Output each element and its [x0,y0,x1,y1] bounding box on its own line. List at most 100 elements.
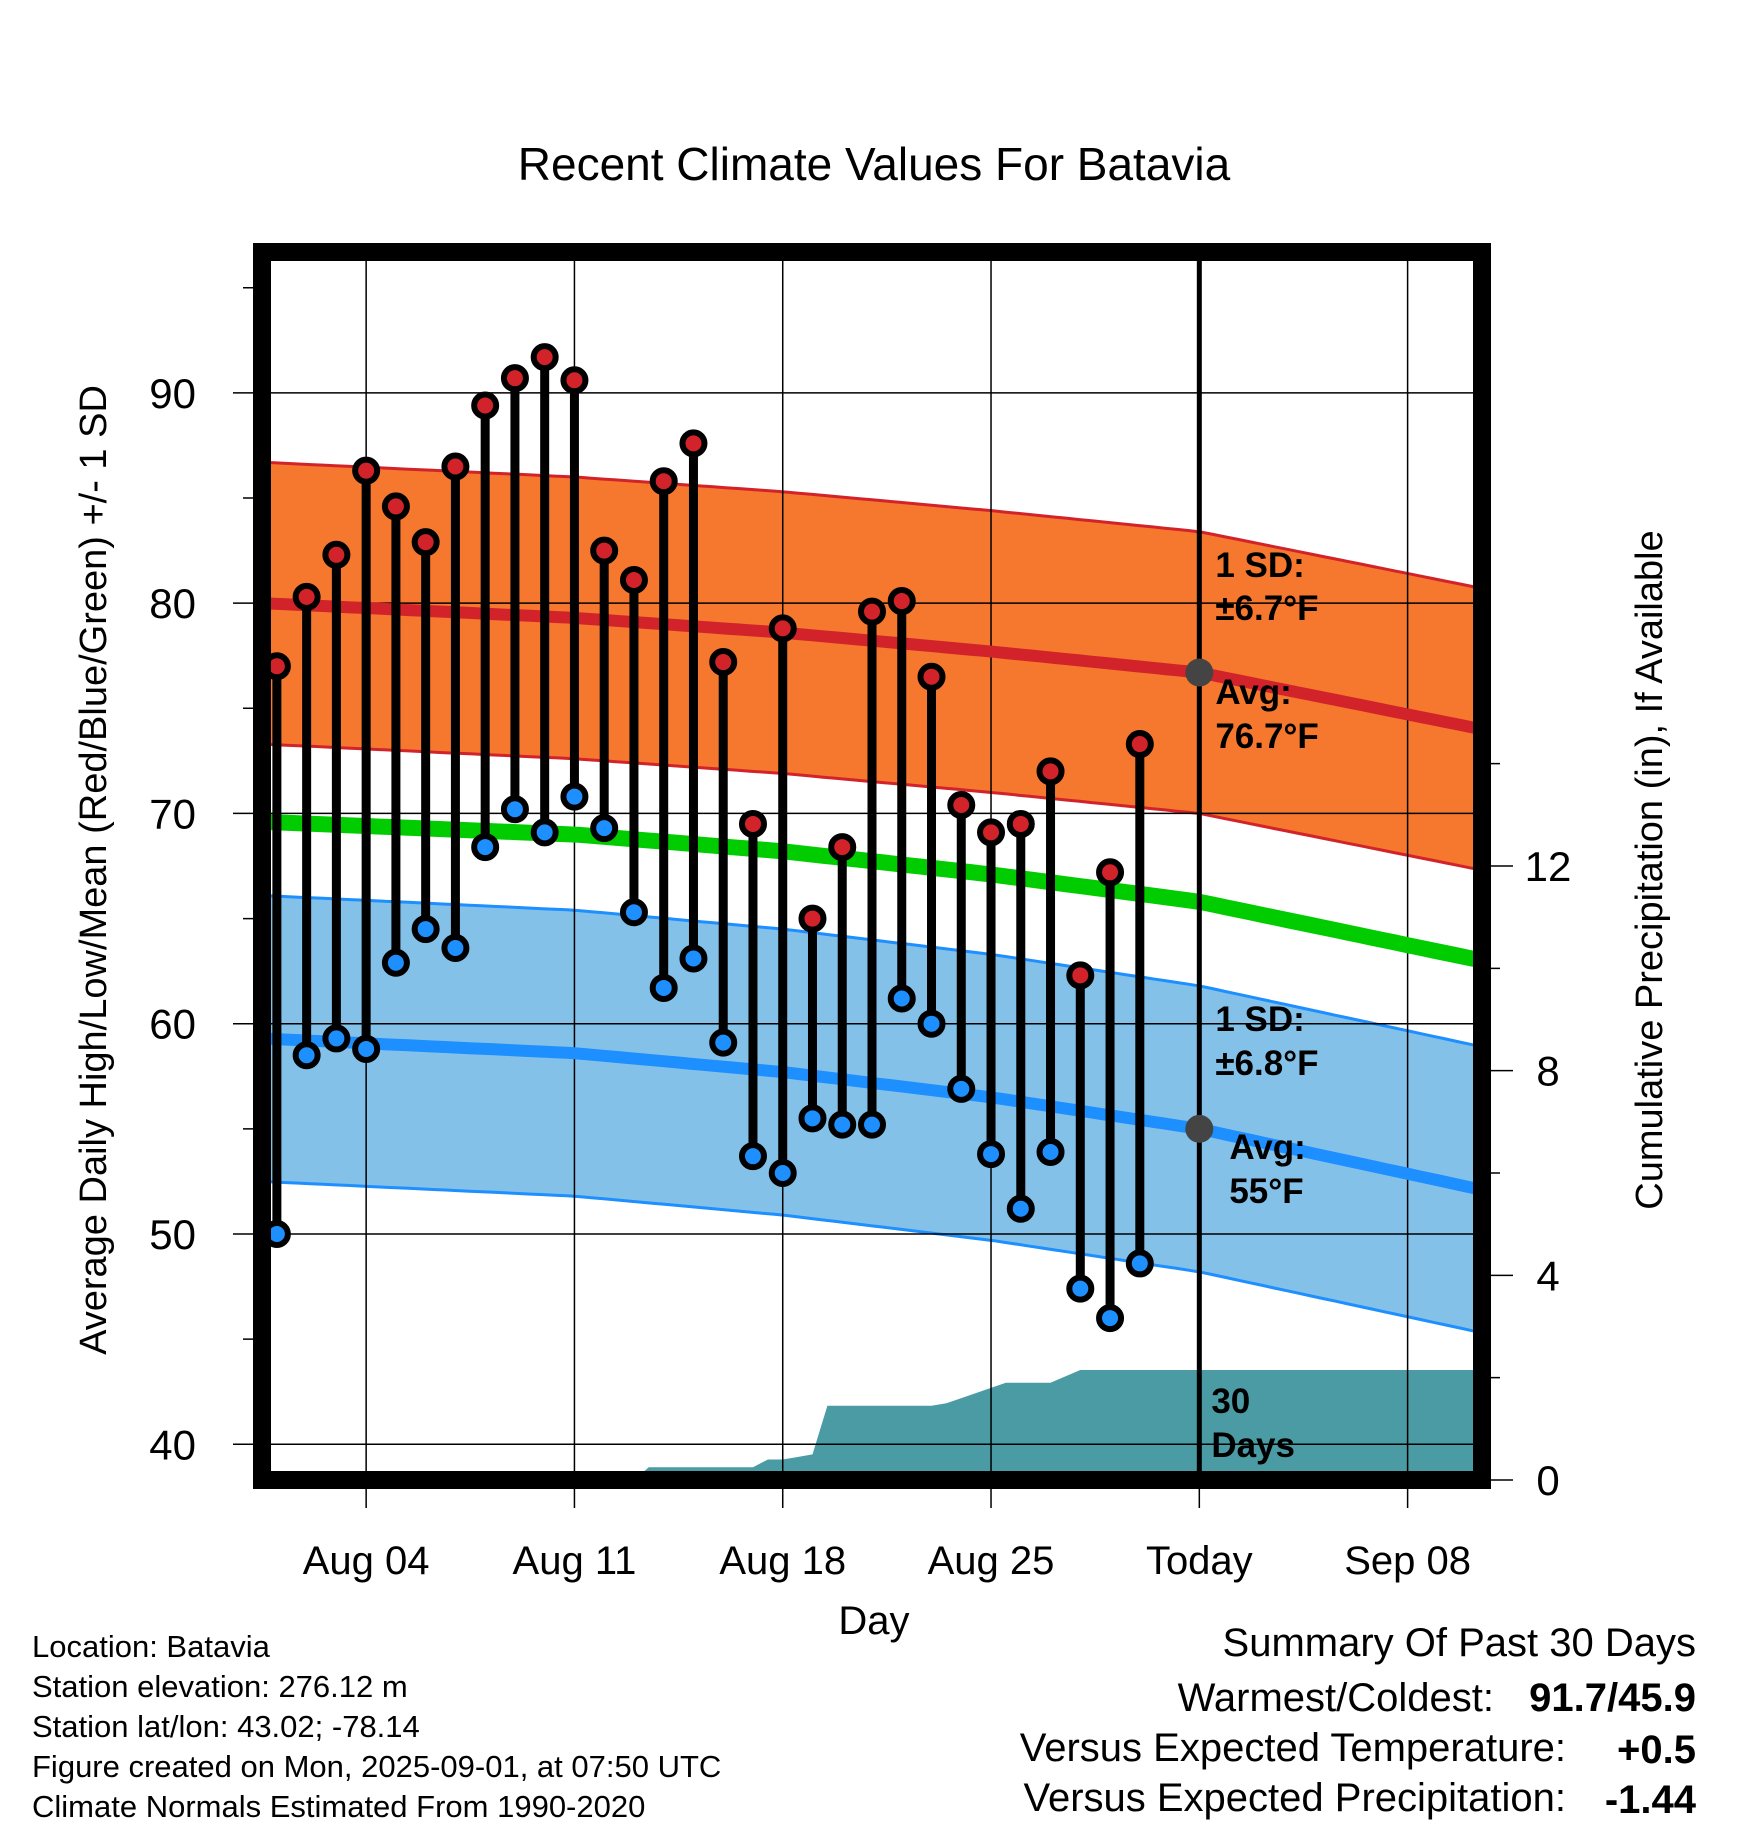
y-tick-label: 40 [149,1421,196,1468]
daily-low-point [1066,1274,1095,1303]
daily-low-point [560,782,589,811]
y2-axis: 0 4 8 12 [1482,762,1571,1504]
summary-precip-value: -1.44 [1605,1778,1697,1822]
x-tick-label: Aug 11 [513,1539,637,1583]
summary-title: Summary Of Past 30 Days [1223,1621,1696,1665]
plot-area [262,252,1482,1480]
daily-low-point [292,1041,321,1070]
daily-high-point [1096,858,1125,887]
daily-low-point [471,833,500,862]
daily-high-point [768,614,797,643]
daily-high-point [381,492,410,521]
daily-mark-30 [1125,730,1154,1278]
daily-mark-14 [649,467,678,1002]
y-tick-label: 60 [149,1001,196,1048]
daily-low-point [828,1110,857,1139]
summary-panel: Summary Of Past 30 Days Warmest/Coldest:… [1020,1621,1697,1822]
daily-low-point [917,1009,946,1038]
daily-low-point [1125,1249,1154,1278]
daily-mark-13 [619,566,648,927]
daily-high-point [619,566,648,595]
daily-high-point [322,540,351,569]
daily-mark-28 [1066,961,1095,1303]
daily-mark-18 [768,614,797,1187]
low-avg-annotation-line2: 55°F [1229,1172,1303,1211]
high-sd-annotation-line1: 1 SD: [1215,546,1304,585]
daily-mark-5 [381,492,410,977]
daily-low-point [500,795,529,824]
daily-mark-23 [917,662,946,1038]
low-avg-annotation-line1: Avg: [1229,1128,1305,1167]
daily-mark-2 [292,582,321,1070]
x-axis-label: Day [838,1599,909,1643]
daily-low-point [947,1074,976,1103]
daily-mark-15 [679,429,708,973]
daily-mark-6 [411,528,440,944]
today-high-average-marker [1185,658,1214,687]
y2-tick-label: 0 [1536,1457,1559,1504]
daily-mark-8 [471,391,500,862]
daily-mark-25 [977,818,1006,1169]
x-tick-label: Sep 08 [1344,1539,1471,1583]
daily-low-point [738,1142,767,1171]
daily-low-point [1096,1304,1125,1333]
y-tick-label: 90 [149,370,196,417]
daily-mark-12 [590,536,619,843]
high-sd-annotation-line2: ±6.7°F [1215,589,1318,628]
x-tick-label: Aug 18 [719,1539,846,1583]
daily-mark-26 [1006,809,1035,1223]
daily-mark-24 [947,791,976,1103]
daily-high-point [917,662,946,691]
daily-mark-19 [798,904,827,1133]
daily-low-point [1036,1137,1065,1166]
daily-mark-27 [1036,757,1065,1166]
daily-low-point [530,818,559,847]
daily-low-point [411,915,440,944]
today-low-average-marker [1185,1114,1214,1143]
y2-tick-label: 4 [1536,1252,1559,1299]
x-tick-label: Today [1146,1539,1253,1583]
daily-mark-16 [709,648,738,1057]
daily-mark-11 [560,366,589,811]
info-location: Location: Batavia [32,1629,271,1664]
daily-high-point [947,791,976,820]
daily-high-point [649,467,678,496]
daily-high-point [352,456,381,485]
daily-low-point [709,1028,738,1057]
summary-warm-cold-value: 91.7/45.9 [1529,1676,1696,1720]
annotations: 1 SD: ±6.7°F Avg: 76.7°F 1 SD: ±6.8°F Av… [1211,546,1319,1465]
daily-high-point [560,366,589,395]
daily-high-point [441,452,470,481]
summary-temp-label: Versus Expected Temperature: [1020,1726,1566,1770]
low-sd-annotation-line2: ±6.8°F [1215,1044,1318,1083]
daily-low-point [679,944,708,973]
info-normals: Climate Normals Estimated From 1990-2020 [32,1789,645,1824]
daily-mark-3 [322,540,351,1053]
daily-high-point [1066,961,1095,990]
daily-high-point [709,648,738,677]
precipitation-area [306,1370,1482,1480]
daily-high-point [887,587,916,616]
daily-high-point [977,818,1006,847]
summary-warm-cold-label: Warmest/Coldest: [1178,1676,1494,1720]
summary-precip-label: Versus Expected Precipitation: [1023,1776,1566,1820]
daily-low-point [977,1140,1006,1169]
daily-low-point [768,1159,797,1187]
daily-high-point [500,364,529,393]
daily-high-point [411,528,440,557]
info-latlon: Station lat/lon: 43.02; -78.14 [32,1709,420,1744]
daily-mark-7 [441,452,470,963]
daily-mark-20 [828,833,857,1139]
x-tick-label: Aug 04 [303,1539,430,1583]
x-tick-label: Aug 25 [928,1539,1055,1583]
precip-annotation-line2: Days [1211,1426,1295,1465]
daily-high-point [471,391,500,420]
y-tick-label: 80 [149,580,196,627]
daily-mark-10 [530,343,559,847]
daily-low-point [381,948,410,977]
daily-high-low-marks [262,343,1154,1333]
daily-mark-21 [858,597,886,1139]
daily-low-point [649,973,678,1002]
daily-high-point [738,809,767,838]
